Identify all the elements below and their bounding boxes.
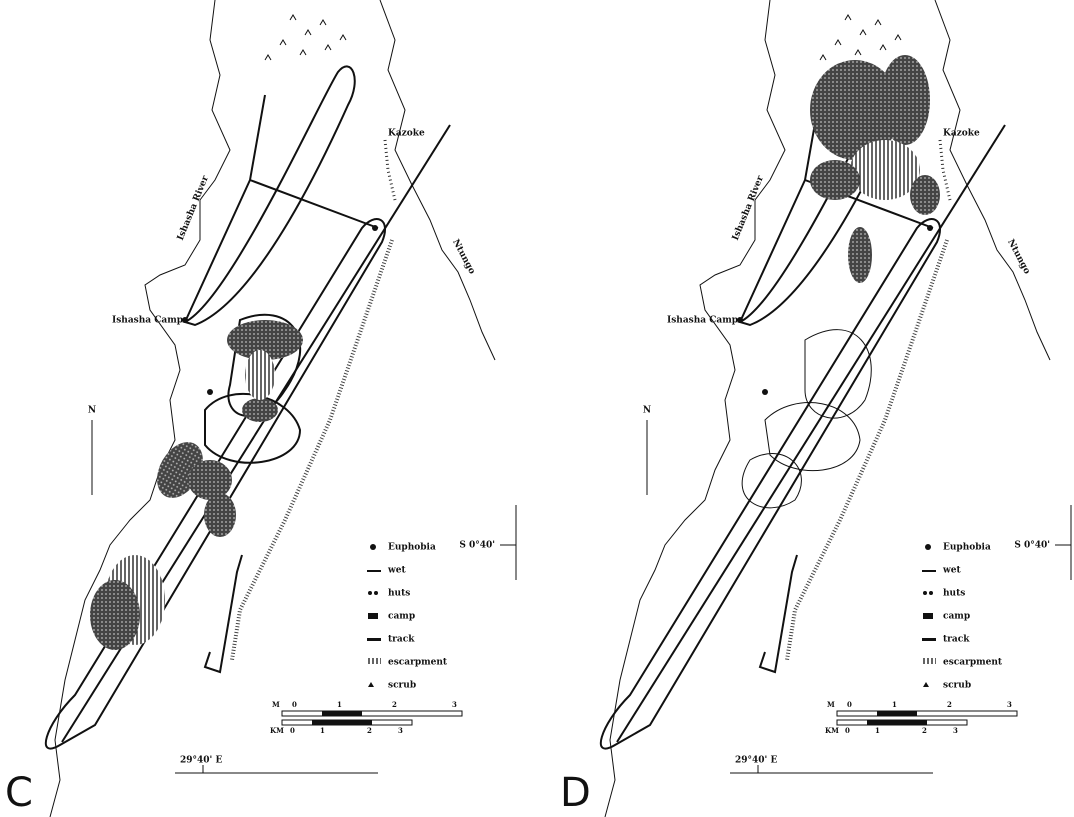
scale-label: 0 [847, 700, 852, 709]
panel-c: C Kazoke Ishasha River Ntungo Ishasha Camp N S… [5, 0, 516, 817]
scale-label: 3 [1007, 700, 1012, 709]
scale-label: 1 [875, 726, 880, 735]
longitude-label: 29°40' E [180, 756, 222, 766]
scale-label: 1 [892, 700, 897, 709]
legend-entry: huts [388, 589, 410, 599]
legend-entry: Euphobia [943, 543, 991, 553]
place-name: Kazoke [388, 129, 425, 139]
scale-label: M [827, 700, 835, 709]
scale-label: 0 [845, 726, 850, 735]
legend-entry: scrub [943, 681, 971, 691]
legend-entry: escarpment [388, 658, 448, 668]
legend-entry: scrub [388, 681, 416, 691]
scale-label: 2 [367, 726, 372, 735]
place-name: Kazoke [943, 129, 980, 139]
place-name: Ishasha River [176, 174, 211, 242]
scale-label: KM [270, 726, 284, 735]
scale-label: 2 [392, 700, 397, 709]
scale-label: 0 [292, 700, 297, 709]
legend-entry: track [943, 635, 970, 645]
place-name: Ishasha Camp [112, 316, 183, 326]
scale-label: 3 [398, 726, 403, 735]
north-label: N [88, 406, 96, 416]
scale-label: 1 [320, 726, 325, 735]
scale-label: 1 [337, 700, 342, 709]
scale-label: 2 [947, 700, 952, 709]
place-name: Ishasha Camp [667, 316, 738, 326]
latitude-label: S 0°40' [459, 541, 495, 551]
scale-label: M [272, 700, 280, 709]
legend-entry: camp [943, 612, 970, 622]
place-name: Ntungo [1005, 238, 1032, 276]
scale-label: KM [825, 726, 839, 735]
panel-label: C [5, 770, 33, 816]
legend-entry: huts [943, 589, 965, 599]
legend-entry: wet [387, 566, 406, 576]
legend-entry: escarpment [943, 658, 1003, 668]
panel-d: D Kazoke Ishasha River Ntungo Ishasha Camp N S… [560, 0, 1071, 817]
figure: C Kazoke Ishasha River Ntungo Ishasha Camp N S… [0, 0, 1074, 817]
page: C Kazoke Ishasha River Ntungo Ishasha Camp N S… [0, 0, 1074, 817]
place-name: Ntungo [450, 238, 477, 276]
scale-label: 0 [290, 726, 295, 735]
latitude-label: S 0°40' [1014, 541, 1050, 551]
place-name: Ishasha River [731, 174, 766, 242]
legend-entry: Euphobia [388, 543, 436, 553]
scale-label: 3 [953, 726, 958, 735]
north-label: N [643, 406, 651, 416]
longitude-label: 29°40' E [735, 756, 777, 766]
legend-entry: camp [388, 612, 415, 622]
scale-label: 3 [452, 700, 457, 709]
panel-label: D [560, 770, 591, 816]
legend-entry: track [388, 635, 415, 645]
legend-entry: wet [942, 566, 961, 576]
scale-label: 2 [922, 726, 927, 735]
